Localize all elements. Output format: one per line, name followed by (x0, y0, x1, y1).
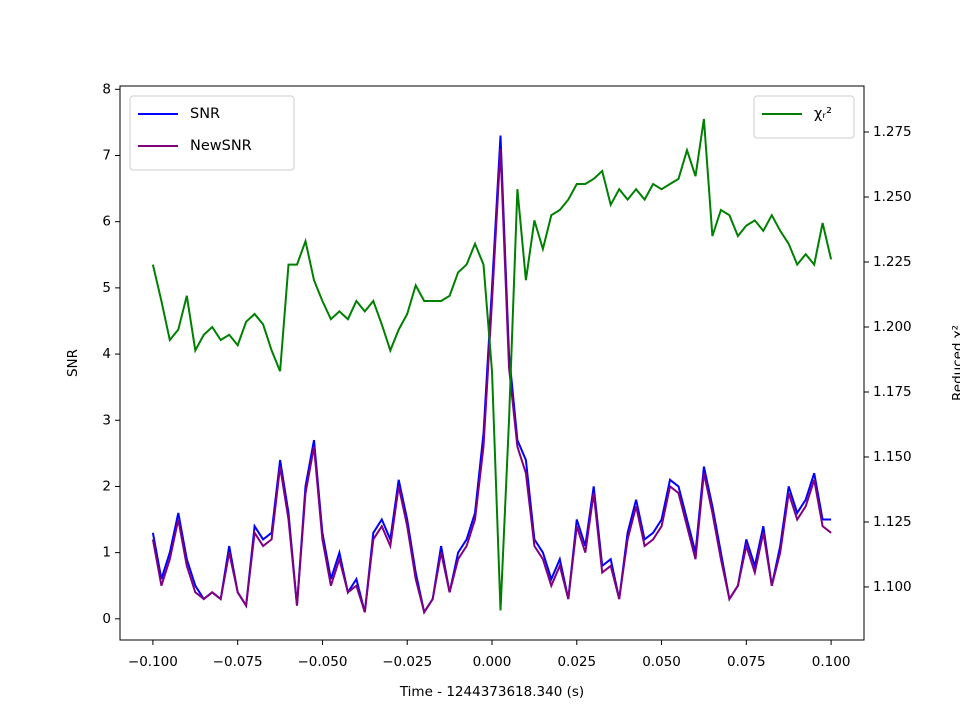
y2-tick-label: 1.125 (873, 514, 912, 530)
y-axis-label: SNR (65, 349, 81, 377)
y2-tick-label: 1.150 (873, 449, 912, 465)
y2-tick-label: 1.100 (873, 579, 912, 595)
legend-label: NewSNR (190, 138, 252, 154)
x-tick-label: 0.025 (557, 654, 596, 670)
y-tick-label: 2 (102, 478, 111, 494)
x-tick-label: 0.050 (642, 654, 681, 670)
y-tick-label: 1 (102, 545, 111, 561)
y-tick-label: 8 (102, 81, 111, 97)
plot-frame (119, 85, 865, 641)
legend-label: SNR (190, 106, 220, 122)
y2-tick-label: 1.200 (873, 319, 912, 335)
y2-tick-label: 1.175 (873, 384, 912, 400)
x-tick-label: −0.075 (213, 654, 263, 670)
y2-tick-label: 1.250 (873, 189, 912, 205)
y-tick-label: 0 (102, 611, 111, 627)
line-series (151, 118, 833, 611)
y2-tick-label: 1.275 (873, 124, 912, 140)
y-tick-label: 3 (102, 412, 111, 428)
x-tick-label: 0.100 (812, 654, 851, 670)
y-tick-label: 4 (102, 346, 111, 362)
x-tick-label: −0.100 (128, 654, 178, 670)
y2-axis-label: Reduced χ² (950, 325, 960, 401)
x-tick-label: 0.000 (473, 654, 512, 670)
line-series (151, 148, 832, 615)
y-tick-label: 7 (102, 147, 111, 163)
y-tick-label: 5 (102, 280, 111, 296)
legend-box (753, 95, 855, 139)
y-tick-label: 6 (102, 214, 111, 230)
y2-tick-label: 1.225 (873, 254, 912, 270)
x-axis-label: Time - 1244373618.340 (s) (399, 684, 584, 700)
x-tick-label: −0.025 (382, 654, 432, 670)
legend-label: χᵣ² (814, 106, 832, 122)
x-tick-label: −0.050 (297, 654, 347, 670)
x-tick-label: 0.075 (727, 654, 766, 670)
